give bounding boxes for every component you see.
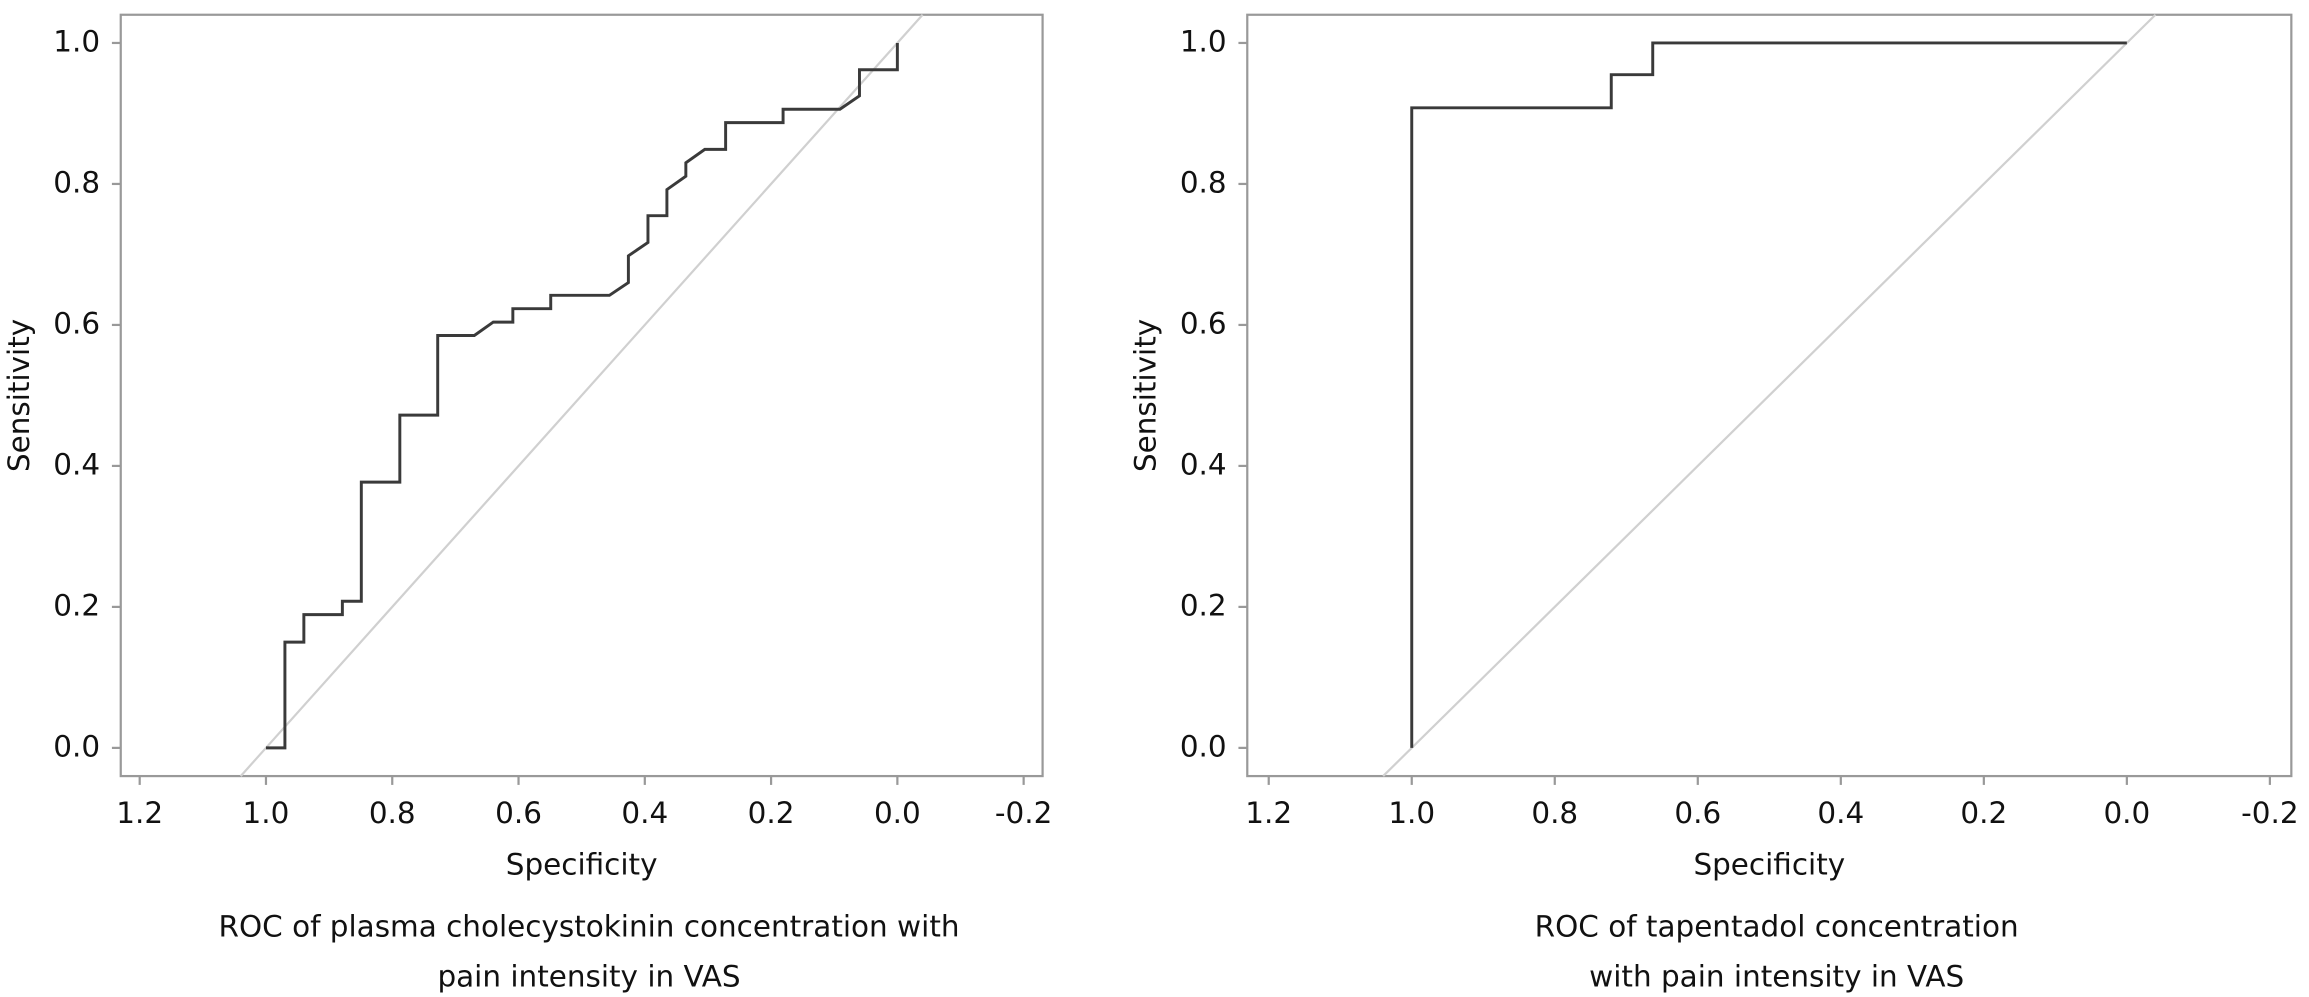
- x-tick-label: 1.0: [1388, 796, 1435, 830]
- x-tick-label: 1.2: [1245, 796, 1292, 830]
- y-tick-label: 0.2: [53, 588, 100, 622]
- x-tick-label: 0.8: [369, 796, 416, 830]
- y-tick-label: 0.6: [53, 306, 100, 340]
- x-axis-label: Specificity: [506, 847, 658, 881]
- roc-curve: [265, 42, 899, 750]
- y-tick-label: 0.8: [1180, 165, 1227, 199]
- x-axis-label: Specificity: [1693, 847, 1845, 881]
- y-tick-label: 1.0: [53, 24, 100, 58]
- x-tick-label: 0.4: [1817, 796, 1864, 830]
- x-tick-label: 0.0: [2103, 796, 2150, 830]
- y-axis-label: Sensitivity: [2, 319, 36, 472]
- x-tick-label: 1.0: [243, 796, 290, 830]
- plot-frame: [1246, 13, 2293, 778]
- x-tick-label: 0.8: [1531, 796, 1578, 830]
- y-tick-label: 0.0: [1180, 729, 1227, 763]
- x-tick-label: 0.4: [621, 796, 668, 830]
- x-tick-label: 0.2: [1960, 796, 2007, 830]
- chart-caption: pain intensity in VAS: [437, 959, 740, 993]
- y-tick-label: 0.2: [1180, 588, 1227, 622]
- reference-line: [239, 14, 924, 777]
- y-tick-label: 0.8: [53, 165, 100, 199]
- chart-caption: ROC of plasma cholecystokinin concentrat…: [219, 909, 960, 943]
- x-tick-label: 0.2: [748, 796, 795, 830]
- roc-curve: [1410, 41, 2127, 748]
- x-tick-label: 0.6: [495, 796, 542, 830]
- y-tick-label: 1.0: [1180, 24, 1227, 58]
- y-tick-label: 0.0: [53, 729, 100, 763]
- x-tick-label: 1.2: [116, 796, 163, 830]
- y-tick-label: 0.4: [1180, 447, 1227, 481]
- x-tick-label: -0.2: [995, 796, 1052, 830]
- y-tick-label: 0.6: [1180, 306, 1227, 340]
- chart-caption: with pain intensity in VAS: [1589, 959, 1964, 993]
- x-tick-label: 0.0: [874, 796, 921, 830]
- chart-caption: ROC of tapentadol concentration: [1535, 909, 2019, 943]
- reference-line: [1382, 13, 2157, 777]
- x-tick-label: -0.2: [2241, 796, 2298, 830]
- y-tick-label: 0.4: [53, 447, 100, 481]
- y-axis-label: Sensitivity: [1129, 319, 1163, 472]
- plot-frame: [119, 13, 1044, 778]
- x-tick-label: 0.6: [1674, 796, 1721, 830]
